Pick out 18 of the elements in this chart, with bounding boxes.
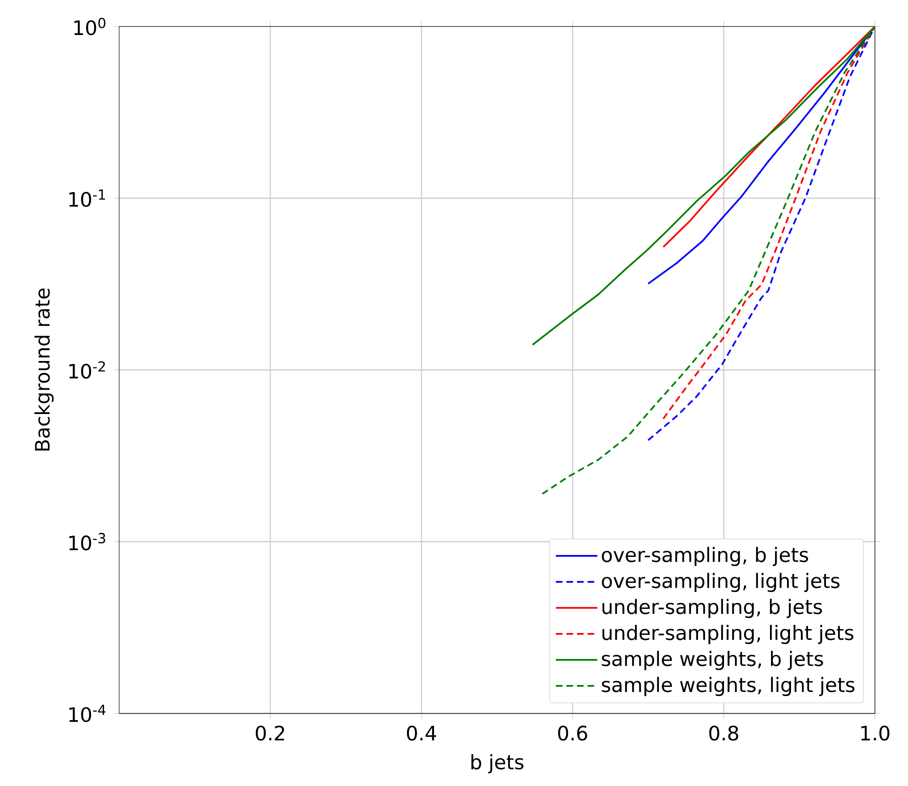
legend-label: over-sampling, light jets	[602, 572, 840, 592]
legend-label: sample weights, light jets	[602, 676, 854, 696]
legend-label: under-sampling, b jets	[602, 598, 822, 618]
y-tick-label: 10$^{0}$	[74, 18, 106, 36]
y-tick-label: 10$^{-3}$	[69, 532, 106, 550]
y-tick-label: 10$^{-4}$	[69, 704, 106, 722]
x-tick-label: 0.2	[256, 725, 284, 741]
x-tick-label: 1.0	[861, 725, 890, 741]
x-axis-title: b jets	[471, 754, 524, 774]
y-axis-title: Background rate	[34, 288, 54, 450]
legend-label: over-sampling, b jets	[602, 546, 808, 566]
legend-label: under-sampling, light jets	[602, 624, 854, 644]
y-tick-label: 10$^{-2}$	[69, 361, 105, 379]
x-tick-label: 0.8	[709, 725, 738, 741]
y-tick-label: 10$^{-1}$	[69, 189, 105, 207]
x-tick-label: 0.4	[406, 725, 436, 741]
x-tick-label: 0.6	[558, 725, 588, 741]
legend-label: sample weights, b jets	[602, 650, 823, 670]
